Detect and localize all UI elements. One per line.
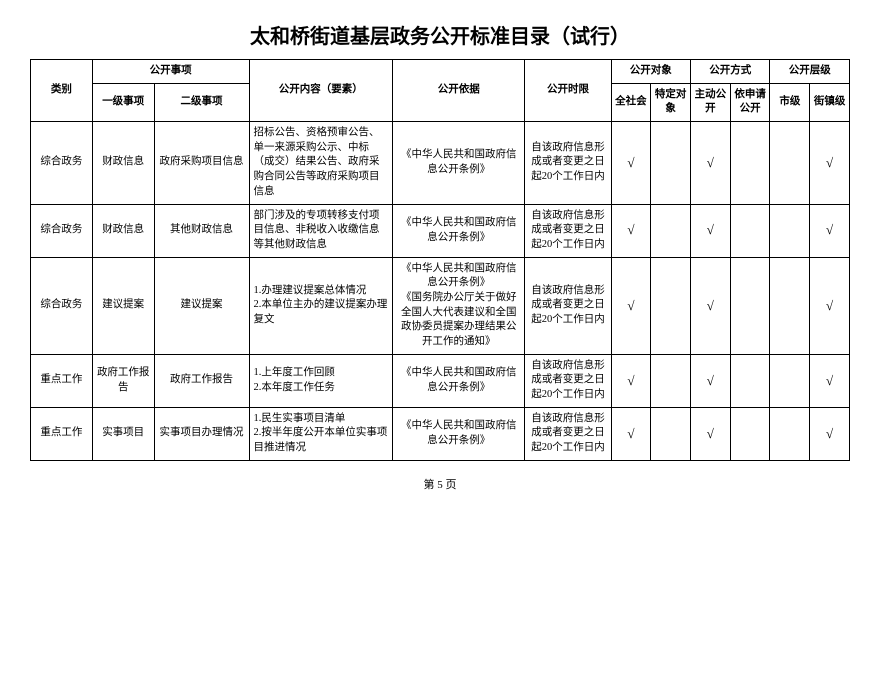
cell-time: 自该政府信息形成或者变更之日起20个工作日内 bbox=[525, 354, 611, 407]
cell-content: 1.民生实事项目清单 2.按半年度公开本单位实事项目推进情况 bbox=[249, 407, 392, 460]
cell-city bbox=[770, 257, 810, 354]
cell-basis: 《中华人民共和国政府信息公开条例》 bbox=[393, 204, 525, 257]
table-row: 重点工作政府工作报告政府工作报告1.上年度工作回顾 2.本年度工作任务《中华人民… bbox=[31, 354, 850, 407]
cell-specific bbox=[651, 354, 691, 407]
table-row: 综合政务建议提案建议提案1.办理建议提案总体情况 2.本单位主办的建议提案办理复… bbox=[31, 257, 850, 354]
cell-level2: 其他财政信息 bbox=[154, 204, 249, 257]
cell-city bbox=[770, 354, 810, 407]
cell-category: 综合政务 bbox=[31, 122, 93, 204]
cell-city bbox=[770, 122, 810, 204]
cell-time: 自该政府信息形成或者变更之日起20个工作日内 bbox=[525, 122, 611, 204]
cell-town: √ bbox=[810, 204, 850, 257]
cell-level1: 政府工作报告 bbox=[92, 354, 154, 407]
h-active: 主动公开 bbox=[691, 83, 731, 121]
cell-active: √ bbox=[691, 257, 731, 354]
cell-on-request bbox=[730, 204, 770, 257]
cell-specific bbox=[651, 257, 691, 354]
h-level1: 一级事项 bbox=[92, 83, 154, 121]
cell-category: 重点工作 bbox=[31, 354, 93, 407]
page-footer: 第 5 页 bbox=[30, 476, 850, 492]
cell-category: 综合政务 bbox=[31, 257, 93, 354]
catalog-table: 类别 公开事项 公开内容（要素） 公开依据 公开时限 公开对象 公开方式 公开层… bbox=[30, 59, 850, 461]
cell-on-request bbox=[730, 354, 770, 407]
cell-time: 自该政府信息形成或者变更之日起20个工作日内 bbox=[525, 407, 611, 460]
h-on-request: 依申请公开 bbox=[730, 83, 770, 121]
h-town: 街镇级 bbox=[810, 83, 850, 121]
cell-time: 自该政府信息形成或者变更之日起20个工作日内 bbox=[525, 257, 611, 354]
cell-city bbox=[770, 204, 810, 257]
table-header: 类别 公开事项 公开内容（要素） 公开依据 公开时限 公开对象 公开方式 公开层… bbox=[31, 60, 850, 122]
h-level2: 二级事项 bbox=[154, 83, 249, 121]
cell-basis: 《中华人民共和国政府信息公开条例》 bbox=[393, 354, 525, 407]
h-content: 公开内容（要素） bbox=[249, 60, 392, 122]
cell-all-society: √ bbox=[611, 122, 651, 204]
cell-level2: 建议提案 bbox=[154, 257, 249, 354]
cell-specific bbox=[651, 407, 691, 460]
cell-level2: 实事项目办理情况 bbox=[154, 407, 249, 460]
cell-content: 1.办理建议提案总体情况 2.本单位主办的建议提案办理复文 bbox=[249, 257, 392, 354]
cell-level1: 实事项目 bbox=[92, 407, 154, 460]
cell-content: 部门涉及的专项转移支付项目信息、非税收入收缴信息等其他财政信息 bbox=[249, 204, 392, 257]
cell-level1: 财政信息 bbox=[92, 204, 154, 257]
cell-active: √ bbox=[691, 407, 731, 460]
cell-all-society: √ bbox=[611, 204, 651, 257]
cell-level2: 政府工作报告 bbox=[154, 354, 249, 407]
h-category: 类别 bbox=[31, 60, 93, 122]
h-specific: 特定对象 bbox=[651, 83, 691, 121]
cell-all-society: √ bbox=[611, 354, 651, 407]
cell-all-society: √ bbox=[611, 257, 651, 354]
h-matters: 公开事项 bbox=[92, 60, 249, 84]
cell-all-society: √ bbox=[611, 407, 651, 460]
h-level-group: 公开层级 bbox=[770, 60, 850, 84]
cell-content: 1.上年度工作回顾 2.本年度工作任务 bbox=[249, 354, 392, 407]
cell-city bbox=[770, 407, 810, 460]
cell-active: √ bbox=[691, 204, 731, 257]
cell-town: √ bbox=[810, 122, 850, 204]
cell-basis: 《中华人民共和国政府信息公开条例》 bbox=[393, 122, 525, 204]
h-target-group: 公开对象 bbox=[611, 60, 690, 84]
table-row: 综合政务财政信息政府采购项目信息招标公告、资格预审公告、单一来源采购公示、中标（… bbox=[31, 122, 850, 204]
cell-active: √ bbox=[691, 354, 731, 407]
h-method-group: 公开方式 bbox=[691, 60, 770, 84]
cell-town: √ bbox=[810, 407, 850, 460]
h-city: 市级 bbox=[770, 83, 810, 121]
cell-time: 自该政府信息形成或者变更之日起20个工作日内 bbox=[525, 204, 611, 257]
table-row: 综合政务财政信息其他财政信息部门涉及的专项转移支付项目信息、非税收入收缴信息等其… bbox=[31, 204, 850, 257]
cell-specific bbox=[651, 204, 691, 257]
cell-basis: 《中华人民共和国政府信息公开条例》 《国务院办公厅关于做好全国人大代表建议和全国… bbox=[393, 257, 525, 354]
cell-level1: 财政信息 bbox=[92, 122, 154, 204]
cell-level1: 建议提案 bbox=[92, 257, 154, 354]
cell-category: 重点工作 bbox=[31, 407, 93, 460]
h-basis: 公开依据 bbox=[393, 60, 525, 122]
cell-town: √ bbox=[810, 257, 850, 354]
page-title: 太和桥街道基层政务公开标准目录（试行） bbox=[30, 20, 850, 49]
h-all-society: 全社会 bbox=[611, 83, 651, 121]
cell-active: √ bbox=[691, 122, 731, 204]
cell-basis: 《中华人民共和国政府信息公开条例》 bbox=[393, 407, 525, 460]
cell-on-request bbox=[730, 122, 770, 204]
cell-category: 综合政务 bbox=[31, 204, 93, 257]
cell-content: 招标公告、资格预审公告、单一来源采购公示、中标（成交）结果公告、政府采购合同公告… bbox=[249, 122, 392, 204]
table-body: 综合政务财政信息政府采购项目信息招标公告、资格预审公告、单一来源采购公示、中标（… bbox=[31, 122, 850, 461]
table-row: 重点工作实事项目实事项目办理情况1.民生实事项目清单 2.按半年度公开本单位实事… bbox=[31, 407, 850, 460]
cell-town: √ bbox=[810, 354, 850, 407]
cell-specific bbox=[651, 122, 691, 204]
h-time: 公开时限 bbox=[525, 60, 611, 122]
cell-on-request bbox=[730, 257, 770, 354]
cell-level2: 政府采购项目信息 bbox=[154, 122, 249, 204]
cell-on-request bbox=[730, 407, 770, 460]
